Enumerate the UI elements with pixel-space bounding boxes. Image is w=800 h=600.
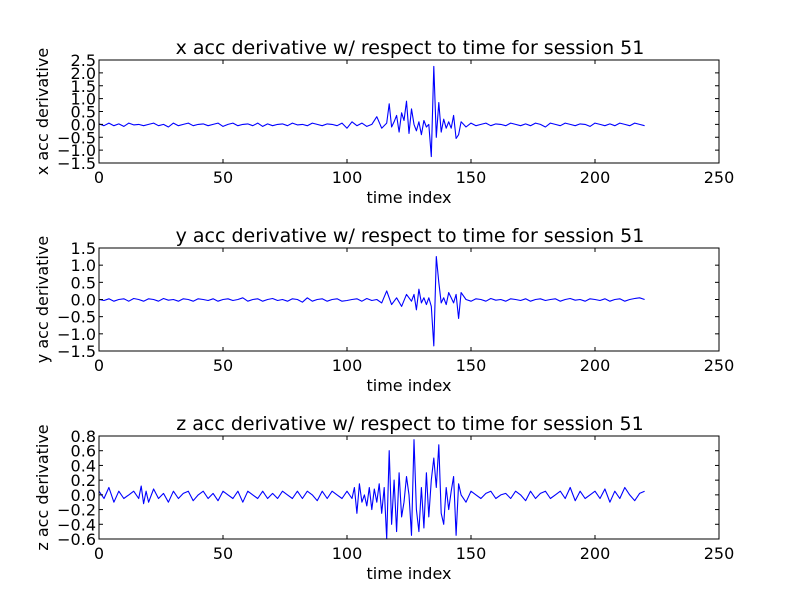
y-tick-label: −0.2 <box>57 501 96 520</box>
chart-title: x acc derivative w/ respect to time for … <box>176 37 645 59</box>
y-tick-label: −0.5 <box>57 128 96 147</box>
y-tick-label: 1.0 <box>71 256 96 275</box>
y-tick-label: 2.5 <box>71 51 96 70</box>
subplot-3: 0 50 100 150 200 250 −0.6−0.4−0.20.00.20.40.60… <box>33 413 734 583</box>
axes-frame <box>98 247 720 352</box>
y-tick-label: 0.0 <box>71 115 96 134</box>
y-tick-label: 2.0 <box>71 64 96 83</box>
x-tick-label: 0 <box>94 544 104 563</box>
x-axis-label: time index <box>366 188 451 207</box>
x-tick-label: 200 <box>580 356 611 375</box>
x-tick-label: 100 <box>332 544 363 563</box>
y-axis-label: y acc derivative <box>33 236 52 363</box>
x-tick-label: 0 <box>94 356 104 375</box>
x-tick-label: 100 <box>332 168 363 187</box>
y-tick-label: 1.0 <box>71 90 96 109</box>
x-tick-label: 50 <box>213 356 233 375</box>
x-tick-label: 150 <box>456 168 487 187</box>
x-tick-label: 250 <box>704 168 735 187</box>
x-axis-label: time index <box>366 376 451 395</box>
x-tick-label: 250 <box>704 544 735 563</box>
series-line <box>98 256 645 347</box>
y-tick-label: −0.6 <box>57 530 96 549</box>
subplot-2: 0 50 100 150 200 250 −1.5−1.0−0.50.00.51.01.5 y… <box>33 225 734 395</box>
y-axis-label: z acc derivative <box>33 424 52 550</box>
x-tick-label: 150 <box>456 544 487 563</box>
chart-title: z acc derivative w/ respect to time for … <box>176 413 643 435</box>
series-line <box>98 439 645 540</box>
y-tick-label: 0.4 <box>71 456 96 475</box>
x-tick-label: 0 <box>94 168 104 187</box>
y-axis-label: x acc derivative <box>33 48 52 175</box>
y-tick-label: −0.4 <box>57 515 96 534</box>
axes-frame <box>98 435 720 540</box>
y-tick-label: 0.6 <box>71 442 96 461</box>
x-tick-label: 50 <box>213 544 233 563</box>
y-tick-label: −0.5 <box>57 308 96 327</box>
y-tick-label: 1.5 <box>71 77 96 96</box>
y-tick-label: −1.5 <box>57 342 96 361</box>
axes-frame <box>98 59 720 164</box>
x-tick-label: 250 <box>704 356 735 375</box>
chart-title: y acc derivative w/ respect to time for … <box>176 225 645 247</box>
x-tick-label: 100 <box>332 356 363 375</box>
y-tick-label: −1.5 <box>57 154 96 173</box>
y-tick-label: 0.5 <box>71 103 96 122</box>
y-tick-label: 1.5 <box>71 239 96 258</box>
x-tick-label: 200 <box>580 544 611 563</box>
subplot-1: 0 50 100 150 200 250−1.5−1.0−0.50.00.51.01.52… <box>33 37 734 207</box>
y-tick-label: 0.0 <box>71 486 96 505</box>
y-tick-label: 0.2 <box>71 471 96 490</box>
y-tick-label: −1.0 <box>57 141 96 160</box>
y-tick-label: 0.8 <box>71 427 96 446</box>
x-axis-label: time index <box>366 564 451 583</box>
x-tick-label: 150 <box>456 356 487 375</box>
x-tick-label: 200 <box>580 168 611 187</box>
x-tick-label: 50 <box>213 168 233 187</box>
y-tick-label: −1.0 <box>57 325 96 344</box>
y-tick-label: 0.5 <box>71 273 96 292</box>
y-tick-label: 0.0 <box>71 291 96 310</box>
series-line <box>98 65 645 158</box>
